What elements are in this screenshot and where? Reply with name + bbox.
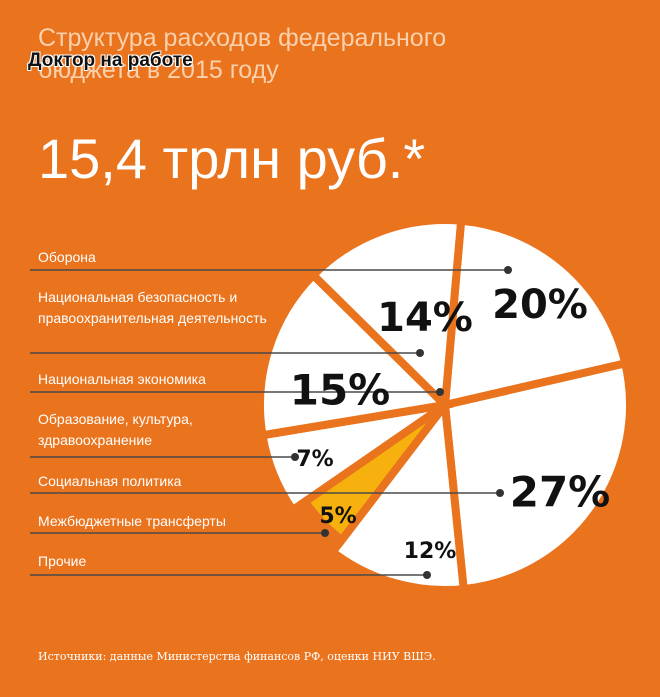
category-label: Национальная экономика (38, 371, 206, 387)
category-label: Межбюджетные трансферты (38, 513, 226, 529)
category-label: Социальная политика (38, 473, 182, 489)
pie-slice (256, 269, 454, 440)
category-label: Национальная безопасность и правоохранит… (38, 289, 267, 326)
leader-dot (423, 571, 431, 579)
leader-dot (504, 266, 512, 274)
watermark: Доктор на работе (28, 50, 193, 71)
value-label: 14% (377, 295, 473, 341)
value-label: 15% (290, 366, 391, 415)
total-amount: 15,4 трлн руб.* (38, 127, 426, 190)
category-label: Прочие (38, 553, 87, 569)
category-label: Оборона (38, 249, 96, 265)
chart-title: Структура расходов федерального бюджета … (38, 24, 447, 84)
leader-dot (496, 489, 504, 497)
value-label: 12% (404, 539, 457, 564)
pie-slice (440, 358, 634, 594)
leader-dot (291, 453, 299, 461)
leader-dot (321, 529, 329, 537)
value-label: 5% (319, 504, 356, 529)
pie-slice (307, 216, 466, 414)
category-label: Образование, культура, здравоохранение (38, 411, 193, 448)
value-label: 7% (296, 447, 333, 472)
leader-dot (416, 349, 424, 357)
value-label: 27% (510, 468, 611, 517)
pie-slice (327, 394, 469, 594)
source-note: Источники: данные Министерства финансов … (38, 650, 436, 663)
pie-slice (440, 216, 631, 411)
leader-dot (436, 388, 444, 396)
value-label: 20% (492, 282, 588, 328)
